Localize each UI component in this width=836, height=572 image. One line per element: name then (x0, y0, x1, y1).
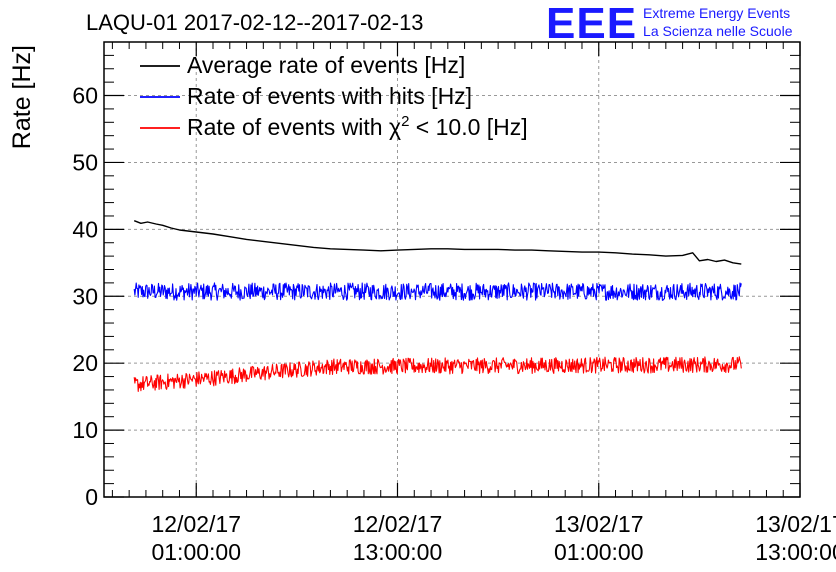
axis-labels: 010203040506012/02/1701:00:0012/02/1713:… (72, 83, 836, 565)
legend-text-rest: < 10.0 [Hz] (409, 114, 527, 140)
logo-mark: EEE (546, 0, 638, 48)
grid-lines (104, 42, 800, 497)
legend-text-superscript: 2 (401, 113, 409, 130)
x-tick-time: 13:00:00 (353, 539, 443, 565)
plot-frame (103, 41, 801, 498)
legend-text-main: Rate of events with χ (187, 114, 401, 140)
y-tick-label: 50 (72, 149, 98, 175)
x-tick-date: 12/02/17 (353, 511, 443, 537)
legend-label-2: Rate of events with hits [Hz] (187, 83, 472, 109)
y-tick-label: 30 (72, 283, 98, 309)
y-tick-label: 20 (72, 350, 98, 376)
eee-logo: EEE Extreme Energy Events La Scienza nel… (546, 0, 792, 48)
legend-label-3: Rate of events with χ2 < 10.0 [Hz] (187, 113, 528, 140)
y-tick-label: 60 (72, 83, 98, 109)
y-tick-label: 0 (85, 484, 98, 510)
logo-line-2: La Scienza nelle Scuole (643, 23, 793, 39)
series-line-3 (133, 356, 742, 392)
legend-label-1: Average rate of events [Hz] (187, 52, 465, 78)
series-layer (133, 220, 742, 392)
series-line-1 (133, 220, 742, 265)
x-tick-date: 13/02/17 (755, 511, 836, 537)
x-tick-time: 01:00:00 (151, 539, 241, 565)
y-tick-label: 10 (72, 417, 98, 443)
chart-title: LAQU-01 2017-02-12--2017-02-13 (86, 10, 424, 35)
x-tick-date: 12/02/17 (151, 511, 241, 537)
x-tick-time: 01:00:00 (554, 539, 644, 565)
logo-text: Extreme Energy Events La Scienza nelle S… (643, 4, 792, 40)
legend-text-main: Average rate of events [Hz] (187, 52, 465, 78)
legend-text-main: Rate of events with hits [Hz] (187, 83, 472, 109)
y-tick-label: 40 (72, 216, 98, 242)
series-line-2 (133, 282, 742, 301)
x-tick-date: 13/02/17 (554, 511, 644, 537)
y-axis-label: Rate [Hz] (8, 45, 36, 149)
x-tick-time: 13:00:00 (755, 539, 836, 565)
logo-line-1: Extreme Energy Events (643, 5, 791, 21)
legend: Average rate of events [Hz] Rate of event… (140, 52, 528, 140)
axis-ticks (104, 42, 801, 498)
